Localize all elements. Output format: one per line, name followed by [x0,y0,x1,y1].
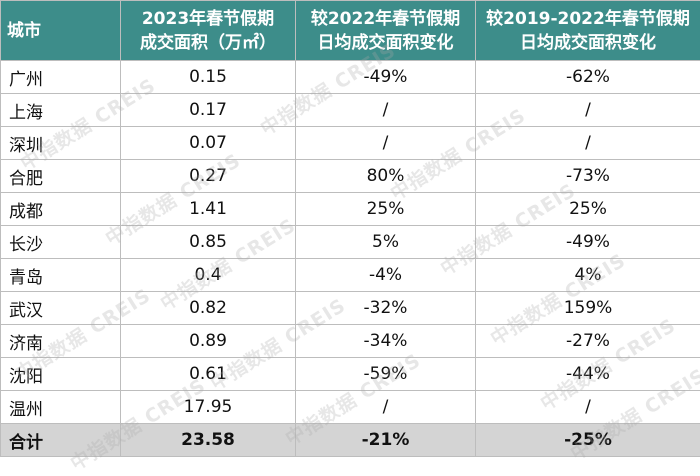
cell-change-vs-2019-2022: -49% [476,226,700,259]
cell-change-vs-2019-2022: / [476,391,700,424]
cell-change-vs-2022: 25% [296,193,476,226]
cell-area-2023: 0.4 [121,259,296,292]
cell-change-vs-2022: 5% [296,226,476,259]
col-header-change-vs-2022: 较2022年春节假期日均成交面积变化 [296,1,476,61]
cell-city: 上海 [1,94,121,127]
cell-change-vs-2019-2022: -44% [476,358,700,391]
col-header-area-2023: 2023年春节假期成交面积（万㎡） [121,1,296,61]
cell-area-2023: 0.07 [121,127,296,160]
cell-city: 合肥 [1,160,121,193]
cell-area-2023: 0.82 [121,292,296,325]
cell-city: 成都 [1,193,121,226]
cell-city: 长沙 [1,226,121,259]
cell-area-2023: 0.61 [121,358,296,391]
cell-city: 广州 [1,61,121,94]
cell-city: 温州 [1,391,121,424]
cell-city: 武汉 [1,292,121,325]
cell-change-vs-2019-2022: -62% [476,61,700,94]
cell-change-vs-2019-2022: 25% [476,193,700,226]
cell-area-2023: 1.41 [121,193,296,226]
col-header-change-vs-2019-2022: 较2019-2022年春节假期日均成交面积变化 [476,1,700,61]
cell-city: 沈阳 [1,358,121,391]
cell-change-vs-2019-2022: -27% [476,325,700,358]
cell-change-vs-2022: -49% [296,61,476,94]
cell-area-2023: 0.85 [121,226,296,259]
cell-change-vs-2022: -59% [296,358,476,391]
cell-city: 深圳 [1,127,121,160]
cell-change-vs-2022: / [296,94,476,127]
cell-change-vs-2022: / [296,391,476,424]
cell-change-vs-2022: -34% [296,325,476,358]
col-header-city: 城市 [1,1,121,61]
cell-change-vs-2022: -32% [296,292,476,325]
cell-area-2023: 0.27 [121,160,296,193]
cell-area-2023: 17.95 [121,391,296,424]
cell-area-2023: 0.89 [121,325,296,358]
cell-city: 济南 [1,325,121,358]
cell-change-vs-2019-2022: 159% [476,292,700,325]
cell-change-vs-2019-2022: / [476,127,700,160]
cell-change-vs-2022: -4% [296,259,476,292]
cell-area-2023: 0.15 [121,61,296,94]
cell-change-vs-2019-2022: 4% [476,259,700,292]
header-row: 城市 2023年春节假期成交面积（万㎡） 较2022年春节假期日均成交面积变化 … [1,1,700,61]
cell-change-vs-2019-2022: / [476,94,700,127]
data-table: 城市 2023年春节假期成交面积（万㎡） 较2022年春节假期日均成交面积变化 … [0,0,700,457]
cell-area-2023: 0.17 [121,94,296,127]
cell-city: 青岛 [1,259,121,292]
cell-change-vs-2022: 80% [296,160,476,193]
cell-change-vs-2022: / [296,127,476,160]
cell-change-vs-2019-2022: -73% [476,160,700,193]
